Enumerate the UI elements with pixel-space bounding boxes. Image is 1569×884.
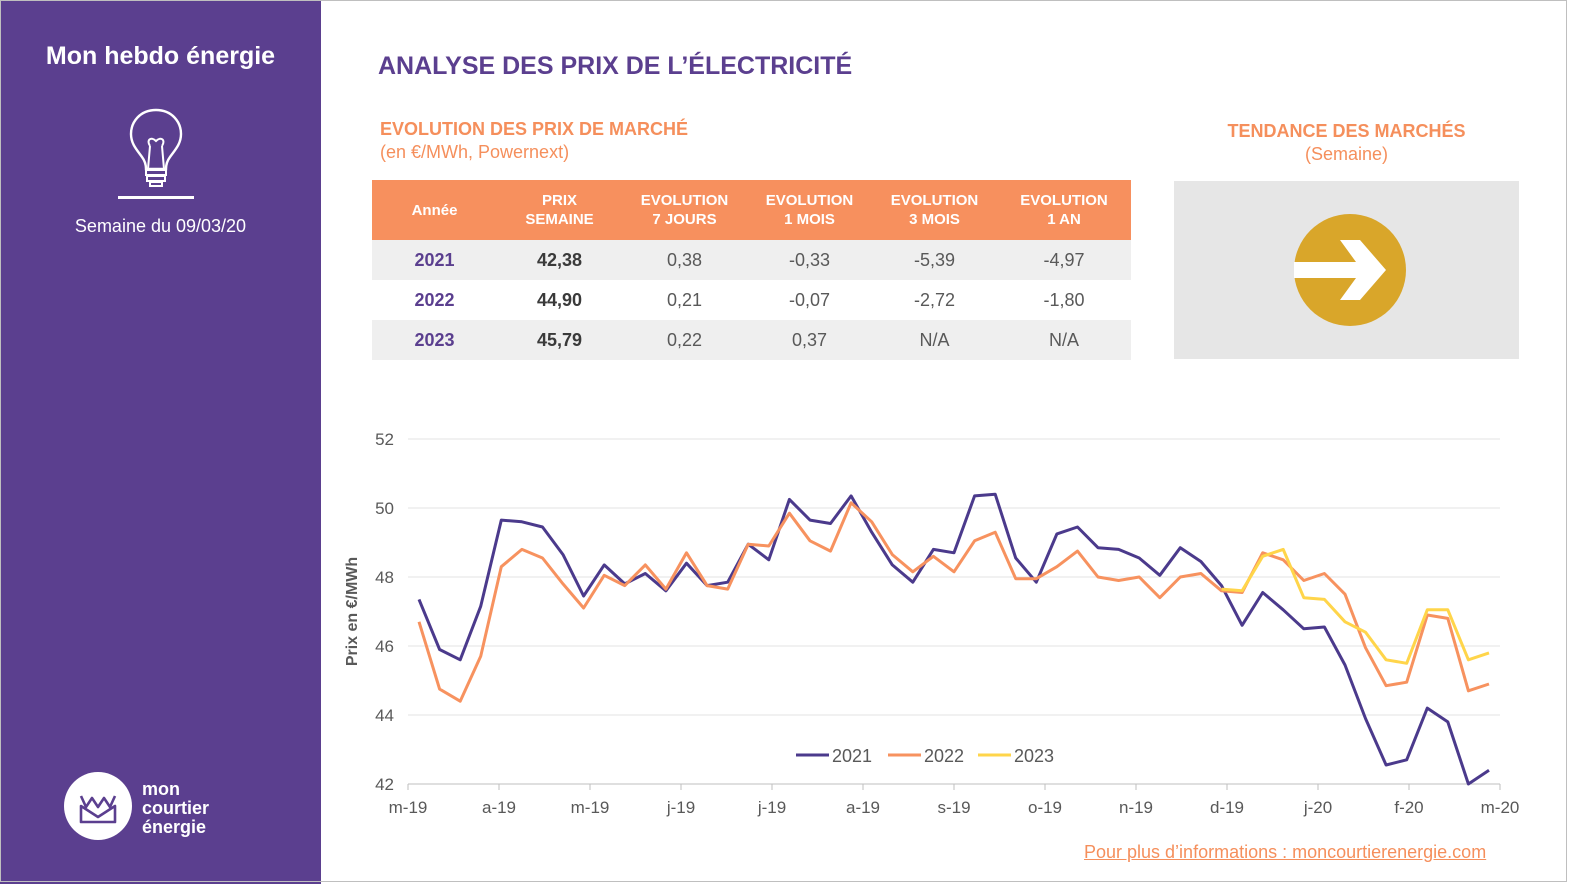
cell-price: 42,38 [497, 240, 622, 280]
series-line-2022 [417, 501, 1490, 703]
sidebar-title: Mon hebdo énergie [45, 42, 276, 70]
header-evolution-7-days: EVOLUTION 7 JOURS [622, 180, 747, 240]
header-evolution-1-year: EVOLUTION 1 AN [997, 180, 1131, 240]
cell-evol-7d: 0,22 [622, 320, 747, 360]
price-chart: 42 44 46 48 50 52 m-19 a-19 m-19 j-19 j-19 a-19 s-19… [344, 430, 1520, 817]
y-tick-label: 48 [375, 568, 394, 587]
envelope-crown-icon [79, 795, 117, 824]
logo-line: énergie [142, 817, 207, 837]
cell-price: 44,90 [536, 289, 583, 310]
header-year: Année [372, 180, 497, 240]
logo-circle [64, 772, 132, 840]
y-tick-label: 50 [375, 499, 394, 518]
x-tick-label: m-20 [1481, 798, 1520, 817]
right-arrow-icon [1294, 214, 1406, 326]
cell-price: 45,79 [497, 320, 622, 360]
table-row: 2021 42,38 0,38 -0,33 -5,39 -4,97 [372, 240, 1131, 280]
x-tick-label: j-19 [757, 798, 786, 817]
trend-title: TENDANCE DES MARCHÉS [1227, 121, 1466, 141]
section-subtitle: (en €/MWh, Powernext) [380, 142, 570, 162]
x-tick-label: j-19 [666, 798, 695, 817]
header-weekly-price: PRIX SEMAINE [497, 180, 622, 240]
y-tick-label: 52 [375, 430, 394, 449]
header-evolution-1-month: EVOLUTION 1 MOIS [747, 180, 872, 240]
page-title: ANALYSE DES PRIX DE L’ÉLECTRICITÉ [378, 52, 853, 80]
header-label: EVOLUTION 7 JOURS [640, 192, 729, 228]
cell-evol-1m: -0,07 [788, 289, 831, 310]
cell-year: 2023 [372, 320, 497, 360]
x-tick-label: m-19 [571, 798, 610, 817]
header-evolution-3-months: EVOLUTION 3 MOIS [872, 180, 997, 240]
cell-evol-7d: 0,21 [666, 289, 703, 310]
lightbulb-icon [118, 108, 194, 199]
header-label: PRIX SEMAINE [525, 192, 594, 228]
y-tick-label: 42 [375, 775, 394, 794]
logo-line: mon [142, 779, 180, 799]
sidebar: Mon hebdo énergie Semaine du 09/03/20 mo… [0, 0, 321, 884]
cell-evol-3m: -2,72 [913, 289, 956, 310]
cell-year: 2022 [414, 289, 455, 310]
logo-line: courtier [142, 798, 210, 818]
cell-year: 2021 [372, 240, 497, 280]
cell-evol-1y: -4,97 [997, 240, 1131, 280]
x-tick-label: j-20 [1303, 798, 1332, 817]
x-tick-label: s-19 [937, 798, 970, 817]
trend-subtitle: (Semaine) [1304, 144, 1389, 164]
table-row: 2023 45,79 0,22 0,37 N/A N/A [372, 320, 1131, 360]
legend-label: 2023 [1014, 746, 1054, 766]
cell-evol-7d: 0,38 [622, 240, 747, 280]
series-line-2023 [1221, 547, 1490, 665]
cell-evol-3m: N/A [872, 320, 997, 360]
x-tick-label: m-19 [389, 798, 428, 817]
header-label: EVOLUTION 1 MOIS [765, 192, 854, 228]
footer-link[interactable]: Pour plus d’informations : moncourtieren… [1084, 842, 1487, 862]
y-axis-title: Prix en €/MWh [344, 557, 361, 666]
cell-evol-1m: -0,33 [747, 240, 872, 280]
x-tick-label: a-19 [846, 798, 880, 817]
cell-evol-1m: 0,37 [747, 320, 872, 360]
y-tick-label: 46 [375, 637, 394, 656]
legend-label: 2021 [832, 746, 872, 766]
y-tick-label: 44 [375, 706, 394, 725]
x-tick-label: a-19 [482, 798, 516, 817]
week-label: Semaine du 09/03/20 [74, 216, 247, 236]
cell-evol-3m: -5,39 [872, 240, 997, 280]
x-tick-label: f-20 [1394, 798, 1423, 817]
header-label: EVOLUTION 1 AN [1020, 192, 1108, 228]
x-tick-label: d-19 [1210, 798, 1244, 817]
series-line-2021 [417, 492, 1490, 786]
logo-text: mon courtier énergie [142, 780, 209, 837]
trend-panel [1174, 181, 1519, 359]
company-logo: mon courtier énergie [64, 772, 244, 842]
cell-evol-1y: N/A [997, 320, 1131, 360]
legend-label: 2022 [924, 746, 964, 766]
price-table: Année PRIX SEMAINE EVOLUTION 7 JOURS EVOLU… [372, 180, 1131, 360]
table-row: 2022 44,90 0,21 -0,07 -2,72 -1,80 [372, 280, 1131, 320]
x-tick-label: n-19 [1119, 798, 1153, 817]
header-label: EVOLUTION 3 MOIS [890, 192, 979, 228]
table-header-row: Année PRIX SEMAINE EVOLUTION 7 JOURS EVOLU… [372, 180, 1131, 240]
x-tick-label: o-19 [1028, 798, 1062, 817]
section-title: EVOLUTION DES PRIX DE MARCHÉ [380, 119, 689, 139]
cell-evol-1y: -1,80 [1043, 289, 1085, 310]
